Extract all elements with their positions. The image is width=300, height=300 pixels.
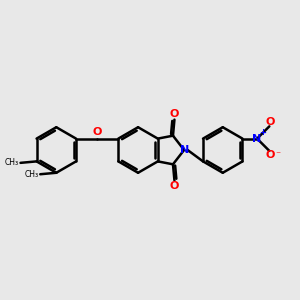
Text: O: O: [170, 181, 179, 190]
Text: O: O: [170, 110, 179, 119]
Text: +: +: [260, 128, 266, 137]
Text: O: O: [265, 150, 274, 160]
Text: N: N: [253, 134, 262, 144]
Text: CH₃: CH₃: [5, 158, 19, 167]
Text: CH₃: CH₃: [25, 170, 39, 179]
Text: N: N: [180, 145, 189, 155]
Text: O: O: [265, 117, 274, 127]
Text: O: O: [92, 127, 102, 137]
Text: ⁻: ⁻: [275, 150, 280, 160]
